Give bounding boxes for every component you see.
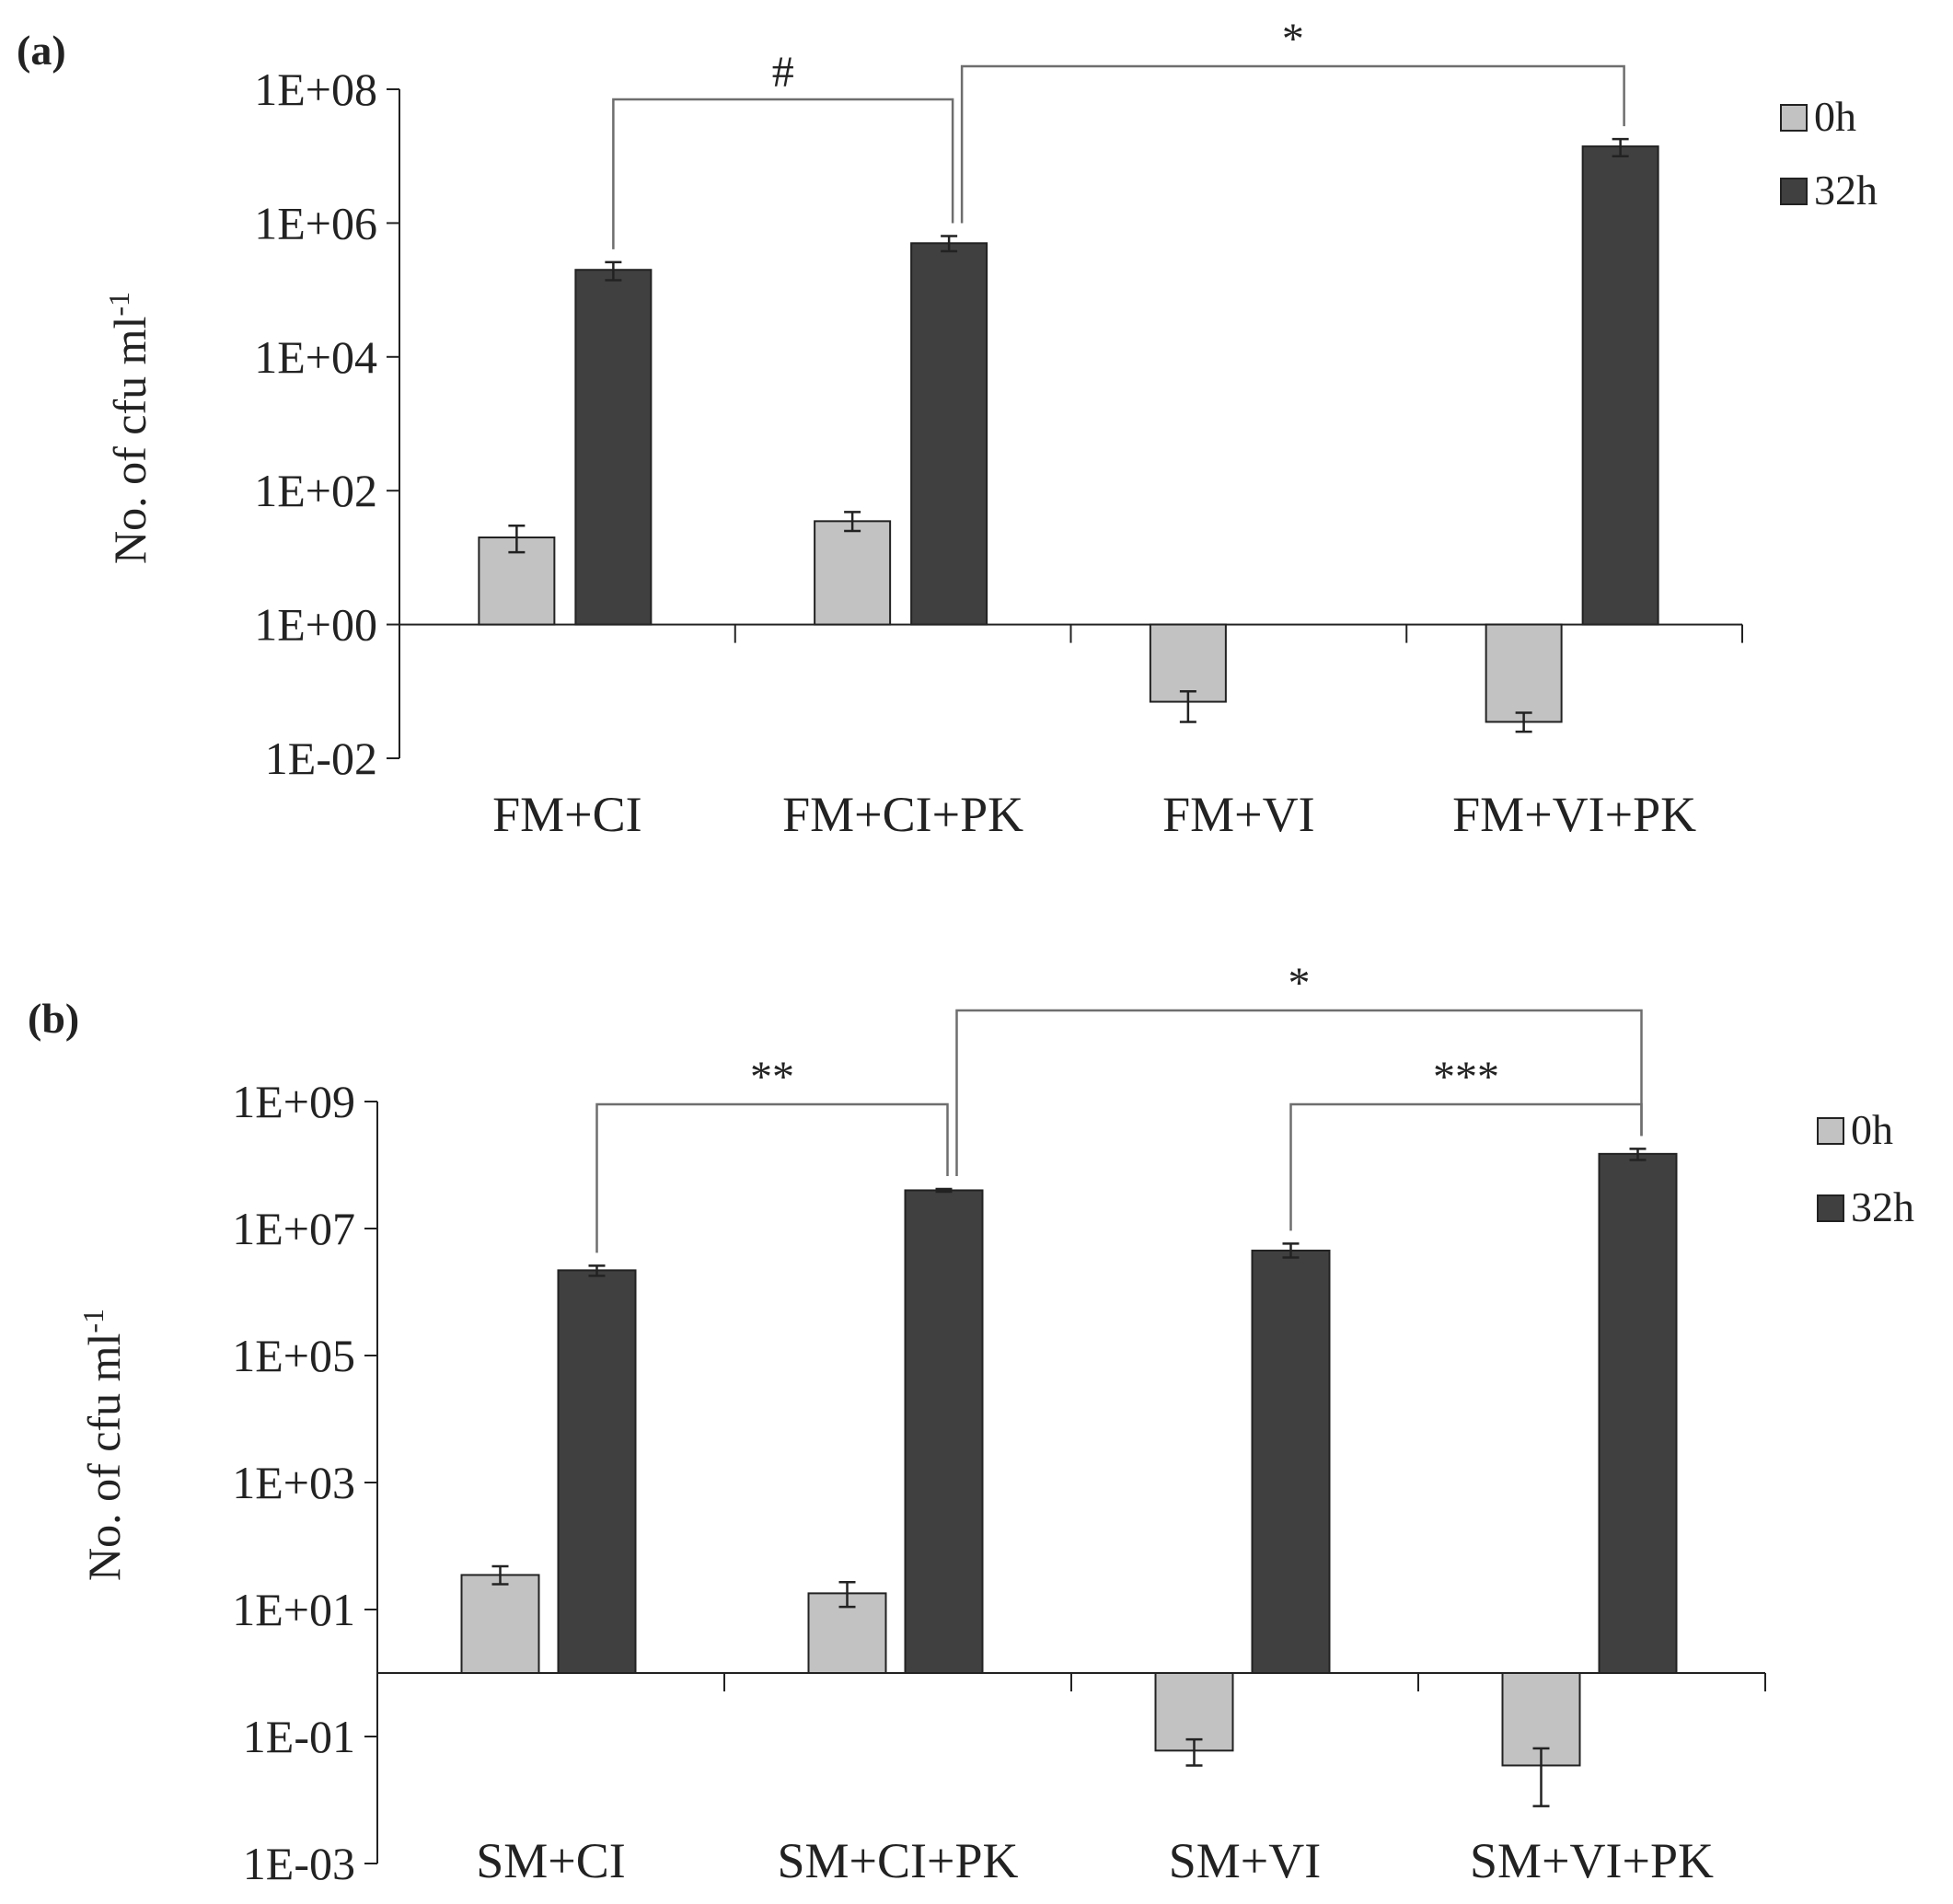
bar-0h-a bbox=[1149, 623, 1227, 703]
legend-label-0h-a: 0h bbox=[1814, 93, 1856, 140]
bar-32h-a bbox=[574, 269, 653, 626]
y-tick-label-a: 1E+00 bbox=[254, 599, 377, 651]
significance-label-b: * bbox=[1289, 959, 1311, 1008]
y-tick-label-b: 1E+01 bbox=[232, 1584, 355, 1635]
significance-bracket-b bbox=[955, 1009, 1643, 1176]
y-tick-label-b: 1E-01 bbox=[243, 1711, 355, 1762]
significance-bracket-b bbox=[1289, 1102, 1643, 1231]
category-label-b: SM+VI+PK bbox=[1470, 1833, 1714, 1888]
bar-32h-b bbox=[557, 1269, 637, 1674]
legend-swatch-0h-a bbox=[1780, 104, 1808, 132]
legend-label-0h-b: 0h bbox=[1851, 1106, 1893, 1153]
legend-swatch-32h-b bbox=[1817, 1194, 1844, 1222]
y-axis-label-main-b: No. of cfu ml bbox=[78, 1333, 130, 1581]
category-label-a: FM+CI+PK bbox=[782, 787, 1023, 842]
legend-swatch-0h-b bbox=[1817, 1117, 1844, 1145]
y-tick-label-a: 1E+04 bbox=[254, 331, 377, 383]
significance-label-a: # bbox=[772, 48, 794, 97]
y-tick-label-b: 1E+07 bbox=[232, 1203, 355, 1254]
legend-label-32h-b: 32h bbox=[1851, 1183, 1914, 1230]
significance-label-b: ** bbox=[750, 1053, 794, 1102]
category-label-b: SM+CI bbox=[476, 1833, 626, 1888]
category-label-b: SM+CI+PK bbox=[778, 1833, 1019, 1888]
panel-label-b: (b) bbox=[28, 995, 79, 1042]
chart-panel-a: (a) No. of cfu ml-1 1E-02 1E+00 1E+02 1E+04… bbox=[17, 15, 1878, 842]
bar-0h-a bbox=[814, 520, 892, 626]
bar-32h-a bbox=[1581, 145, 1659, 626]
panel-label-a: (a) bbox=[17, 27, 66, 74]
significance-bracket-b bbox=[595, 1102, 949, 1253]
bar-32h-a bbox=[910, 242, 988, 626]
bar-32h-b bbox=[1598, 1152, 1678, 1674]
bar-0h-b bbox=[460, 1574, 540, 1675]
significance-bracket-a bbox=[612, 98, 954, 249]
y-tick-label-a: 1E+02 bbox=[254, 465, 377, 516]
y-tick-label-a: 1E+06 bbox=[254, 197, 377, 248]
y-tick-label-b: 1E+05 bbox=[232, 1330, 355, 1381]
significance-bracket-a bbox=[960, 64, 1625, 224]
bar-0h-a bbox=[1485, 623, 1563, 723]
y-axis-label-sup-b: -1 bbox=[76, 1309, 110, 1333]
category-label-a: FM+VI+PK bbox=[1452, 787, 1696, 842]
y-tick-label-a: 1E-02 bbox=[265, 733, 377, 784]
y-tick-label-a: 1E+08 bbox=[254, 63, 377, 115]
y-tick-label-b: 1E+03 bbox=[232, 1457, 355, 1508]
y-axis-label-main-a: No. of cfu ml bbox=[104, 317, 156, 564]
category-label-b: SM+VI bbox=[1169, 1833, 1321, 1888]
bar-32h-b bbox=[1251, 1249, 1331, 1674]
bar-32h-b bbox=[904, 1189, 984, 1674]
significance-label-a: * bbox=[1282, 15, 1304, 63]
category-label-a: FM+VI bbox=[1162, 787, 1314, 842]
category-label-a: FM+CI bbox=[492, 787, 642, 842]
y-tick-label-b: 1E+09 bbox=[232, 1076, 355, 1127]
y-axis-label-sup-a: -1 bbox=[102, 292, 135, 317]
y-tick-label-b: 1E-03 bbox=[243, 1838, 355, 1889]
legend-swatch-32h-a bbox=[1780, 178, 1808, 205]
significance-label-b: *** bbox=[1433, 1053, 1499, 1102]
legend-label-32h-a: 32h bbox=[1814, 167, 1878, 213]
chart-panel-b: (b) No. of cfu ml-1 1E-03 1E-01 1E+01 1E+03… bbox=[28, 959, 1914, 1889]
y-axis-label-a: No. of cfu ml-1 bbox=[102, 292, 156, 564]
y-axis-label-b: No. of cfu ml-1 bbox=[76, 1309, 130, 1581]
